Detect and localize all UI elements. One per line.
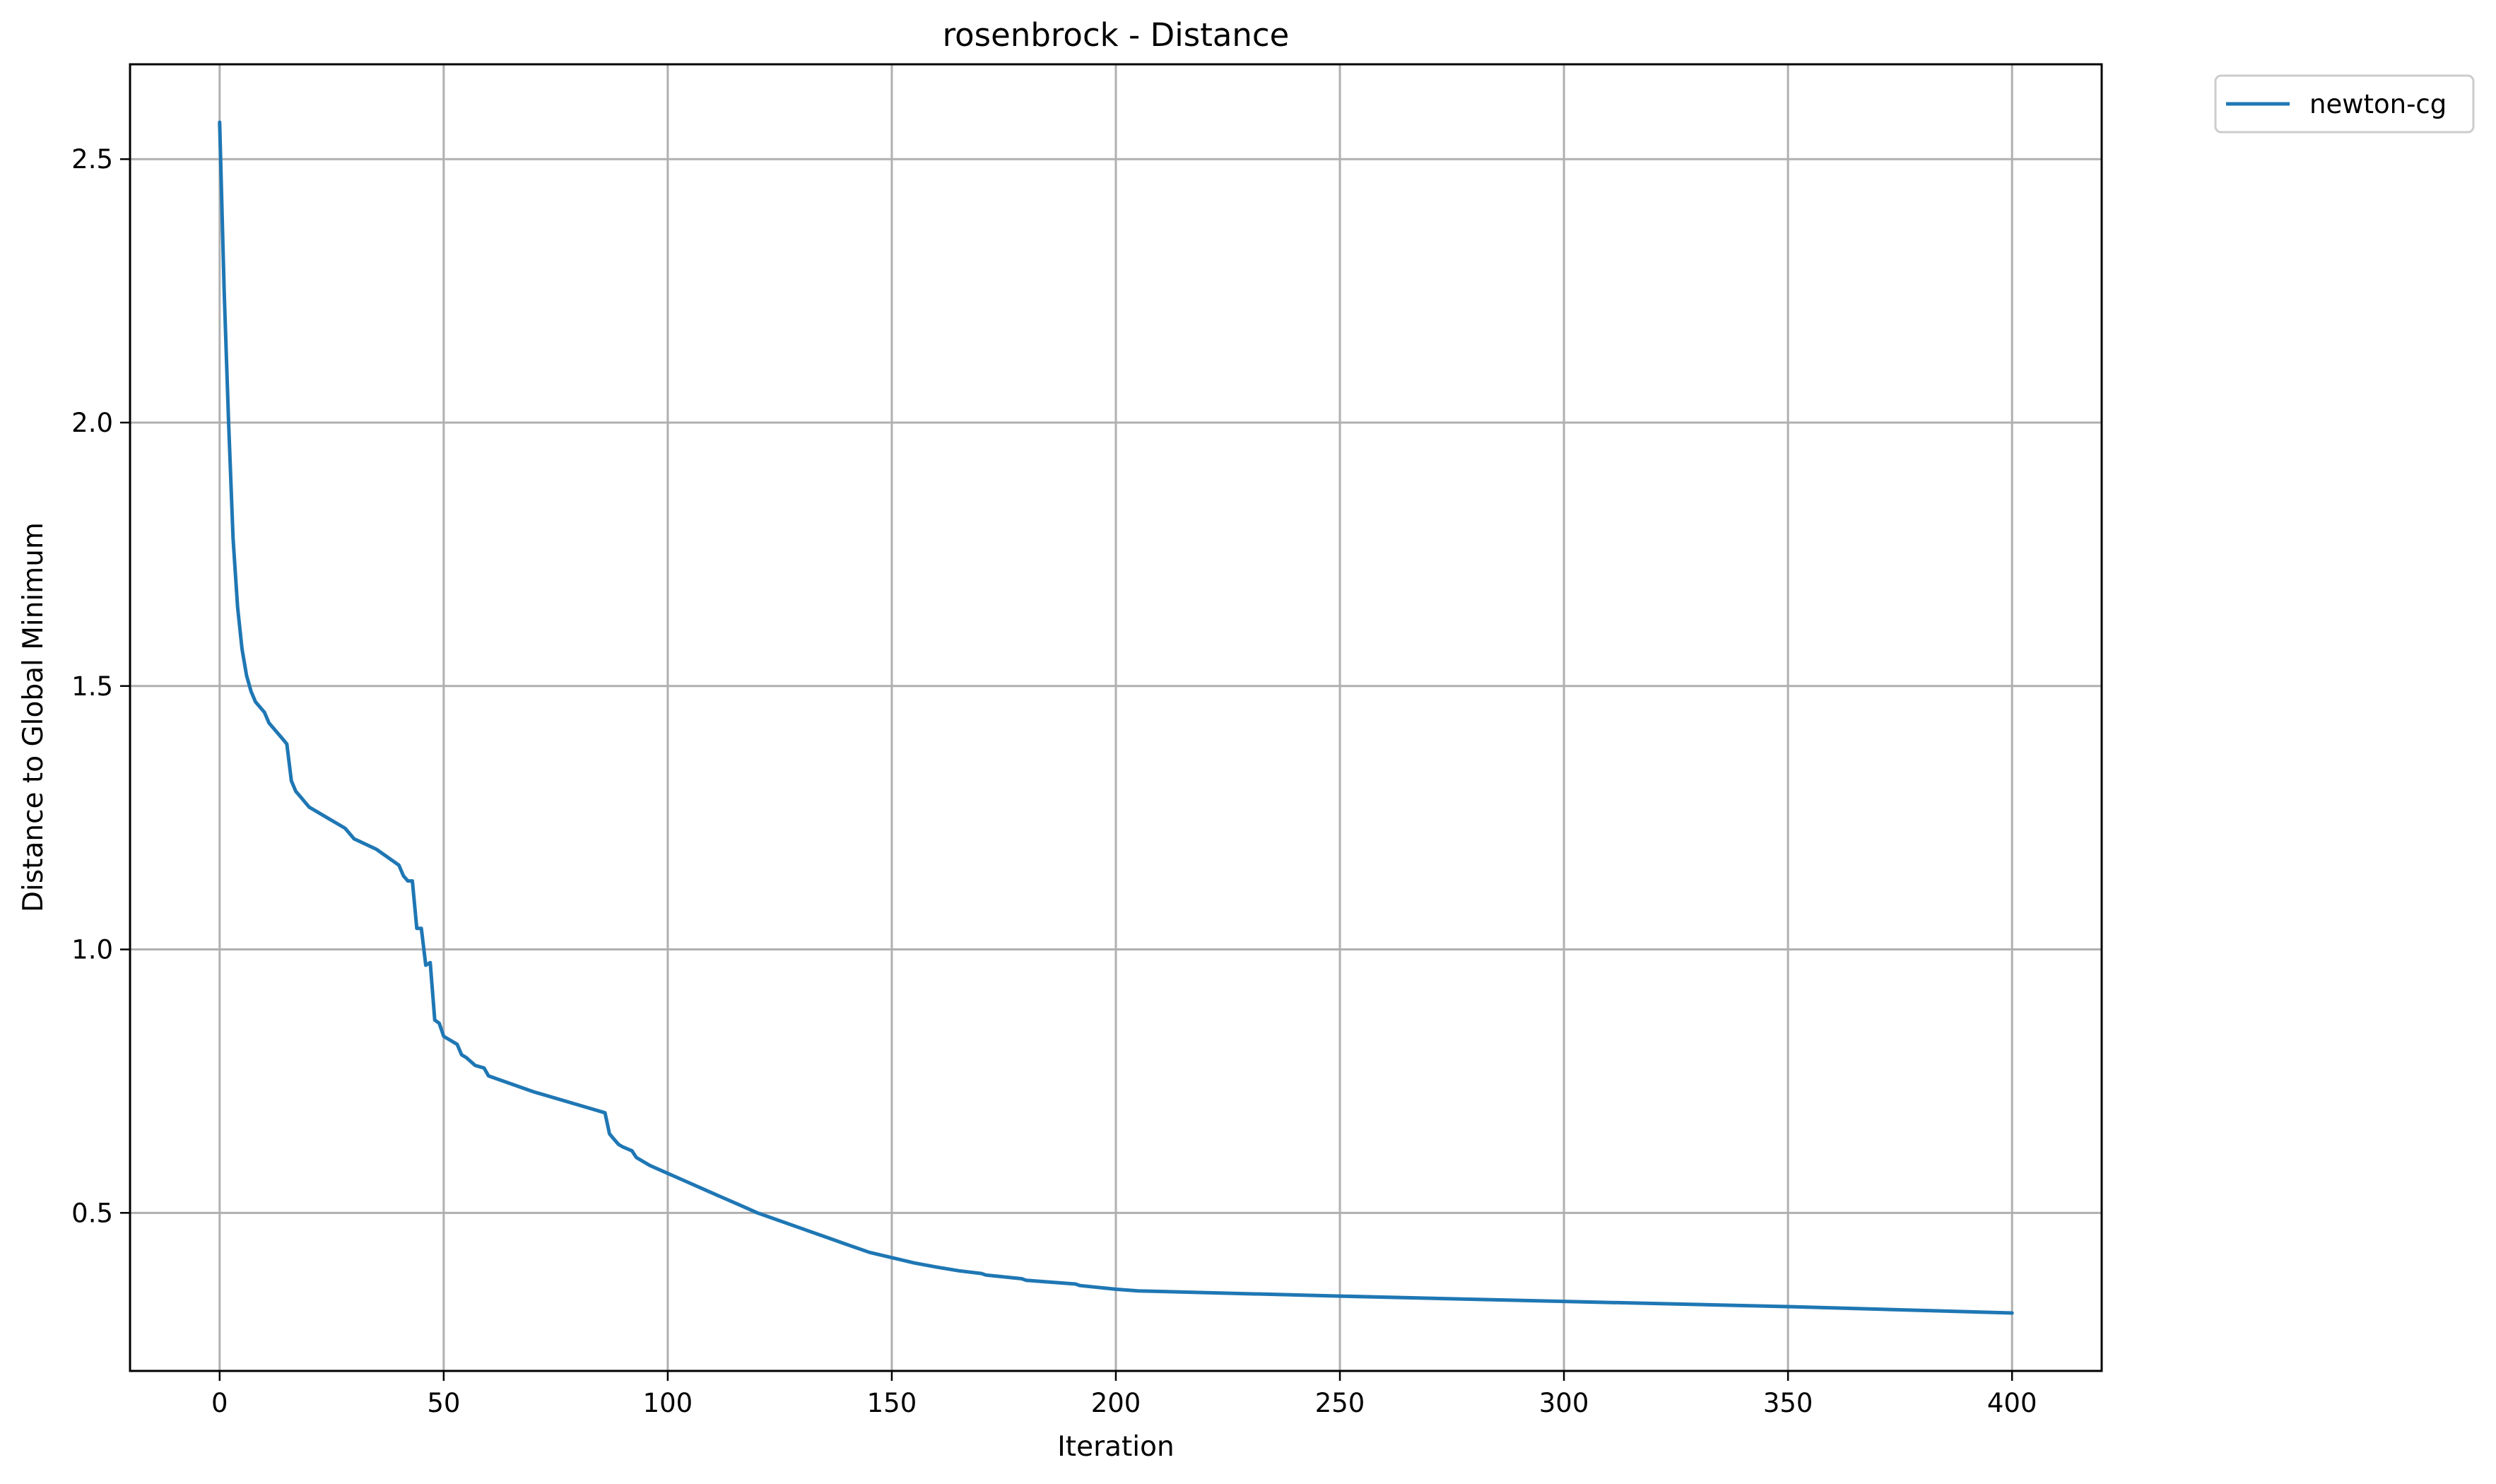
y-tick-label: 1.5 [71, 671, 113, 702]
y-tick-label: 2.5 [71, 144, 113, 175]
x-tick-label: 300 [1539, 1388, 1589, 1418]
x-tick-label: 100 [643, 1388, 693, 1418]
legend-label-newton-cg: newton-cg [2309, 89, 2447, 119]
x-tick-label: 0 [211, 1388, 228, 1418]
x-tick-label: 50 [427, 1388, 460, 1418]
chart-title: rosenbrock - Distance [943, 16, 1290, 54]
y-axis-label: Distance to Global Minimum [18, 522, 49, 912]
y-tick-label: 2.0 [71, 408, 113, 438]
x-tick-label: 250 [1315, 1388, 1365, 1418]
series-layer [218, 120, 2014, 1315]
x-axis-ticks: 0 50 100 150 200 250 300 350 400 [211, 1371, 2037, 1418]
x-axis-label: Iteration [1057, 1431, 1174, 1463]
y-tick-label: 1.0 [71, 935, 113, 965]
y-tick-label: 0.5 [71, 1198, 113, 1228]
series-line-newton-cg [218, 120, 2014, 1315]
x-tick-label: 400 [1987, 1388, 2037, 1418]
x-gridlines [218, 64, 2013, 1371]
legend: newton-cg [2214, 74, 2475, 134]
x-tick-label: 350 [1763, 1388, 1813, 1418]
x-tick-label: 200 [1091, 1388, 1141, 1418]
y-gridlines [130, 158, 2102, 1214]
x-tick-label: 150 [867, 1388, 917, 1418]
legend-box [2214, 74, 2475, 134]
y-axis-ticks: 0.5 1.0 1.5 2.0 2.5 [71, 144, 130, 1228]
